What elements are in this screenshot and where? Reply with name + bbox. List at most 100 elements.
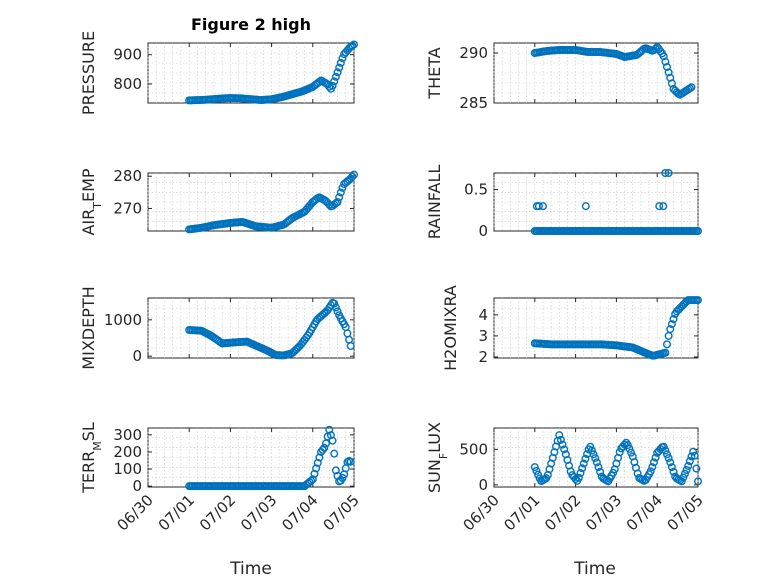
y-tick-label: 285 (459, 94, 488, 112)
x-tick-label: 07/05 (320, 491, 363, 534)
data-point (661, 168, 670, 177)
data-point (333, 197, 342, 206)
data-point (346, 342, 355, 351)
subplot-rainfall: 0 0.5 RAINFALL (425, 165, 703, 240)
y-tick-label: 290 (459, 44, 488, 62)
data-point (534, 202, 543, 211)
data-point (313, 458, 322, 467)
data-point (308, 475, 317, 484)
figure-title: Figure 2 high (191, 15, 311, 34)
data-point (330, 299, 339, 308)
y-tick-label: 2 (478, 348, 488, 366)
data-point (330, 77, 339, 86)
data-point (326, 431, 335, 440)
subplot-theta: 285 290 THETA (425, 42, 699, 112)
series-mixdepth (185, 298, 355, 360)
data-point (664, 68, 673, 77)
data-point (661, 348, 670, 357)
y-axis-label: TERRMSL (79, 422, 104, 494)
data-point (646, 467, 655, 476)
y-tick-label: 800 (113, 75, 142, 93)
data-point (331, 199, 340, 208)
x-tick-label: 07/01 (500, 491, 543, 534)
data-point (555, 431, 564, 440)
data-point (586, 442, 595, 451)
data-point (685, 457, 694, 466)
data-point (669, 315, 678, 324)
series-h2omixra (530, 296, 703, 360)
y-tick-label: 4 (478, 306, 488, 324)
data-point (620, 440, 629, 449)
data-point (333, 307, 342, 316)
data-point (587, 446, 596, 455)
y-tick-label: 280 (113, 167, 142, 185)
data-point (664, 454, 673, 463)
y-tick-label: 0.5 (464, 181, 488, 199)
data-point (655, 202, 664, 211)
data-point (330, 449, 339, 458)
y-tick-label: 900 (113, 46, 142, 64)
y-axis-label: THETA (425, 47, 444, 99)
data-point (530, 463, 539, 472)
y-tick-label: 300 (113, 426, 142, 444)
y-tick-label: 100 (113, 460, 142, 478)
data-point (592, 458, 601, 467)
series-air-temp (185, 170, 359, 234)
y-tick-label: 0 (132, 477, 142, 495)
data-point (679, 473, 688, 482)
grid-lines (493, 173, 699, 231)
series-sun-flux (530, 431, 703, 486)
data-point (558, 440, 567, 449)
data-point (336, 58, 345, 67)
data-point (310, 469, 319, 478)
subplot-terr-msl: 0100200300TERRMSL06/3007/0107/0207/0307/… (79, 422, 363, 534)
x-axis-label-left: Time (229, 559, 272, 579)
x-tick-label: 07/02 (196, 491, 239, 534)
data-point (312, 464, 321, 473)
y-tick-label: 1000 (104, 311, 142, 329)
data-point (331, 303, 340, 312)
series-pressure (185, 40, 359, 105)
data-point (684, 461, 693, 470)
data-point (338, 54, 347, 63)
data-point (596, 467, 605, 476)
data-point (333, 68, 342, 77)
y-axis-label: H2OMIXRA (441, 285, 460, 371)
data-point (566, 467, 575, 476)
x-axis-label-right: Time (573, 559, 616, 579)
data-point (320, 443, 329, 452)
subplot-mixdepth: 0 1000 MIXDEPTH (79, 286, 355, 370)
data-point (335, 193, 344, 202)
data-point (560, 445, 569, 454)
data-point (666, 325, 675, 334)
data-point (331, 72, 340, 81)
data-point (659, 442, 668, 451)
subplot-h2omixra: 2 3 4 H2OMIXRA (441, 285, 703, 371)
data-point (669, 467, 678, 476)
data-point (662, 450, 671, 459)
subplot-pressure: 800 900 PRESSURE (79, 31, 359, 115)
data-point (667, 463, 676, 472)
data-point (538, 202, 547, 211)
data-point (532, 466, 541, 475)
subplot-air-temp: 270 280 AIRTEMP (79, 167, 359, 236)
y-axis-label: AIRTEMP (79, 168, 104, 235)
grid-lines (493, 43, 699, 103)
x-tick-label: 07/03 (582, 491, 625, 534)
x-tick-label: 07/01 (155, 491, 198, 534)
data-point (594, 463, 603, 472)
data-point (578, 464, 587, 473)
x-tick-label: 07/04 (278, 491, 321, 534)
data-point (690, 451, 699, 460)
data-point (649, 458, 658, 467)
data-point (348, 41, 357, 50)
data-point (692, 464, 701, 473)
y-tick-label: 200 (113, 443, 142, 461)
data-point (651, 453, 660, 462)
series-rainfall (530, 168, 703, 235)
y-tick-label: 0 (478, 476, 488, 494)
subplot-sun-flux: 0 500 SUNFLUX 06/3007/0107/0207/0307/0407/0… (425, 422, 707, 534)
data-point (328, 81, 337, 90)
